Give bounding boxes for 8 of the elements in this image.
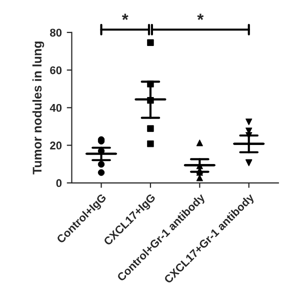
y-tick-label: 80: [50, 28, 62, 37]
y-tick-label: 60: [50, 66, 62, 74]
text: *: [122, 14, 128, 20]
y-tick-label: 0: [56, 179, 62, 188]
y-tick-label: 40: [50, 104, 62, 112]
y-axis-title: Tumor nodules in lung: [32, 42, 44, 174]
text: *: [197, 14, 204, 20]
y-tick-label: 20: [50, 142, 62, 150]
